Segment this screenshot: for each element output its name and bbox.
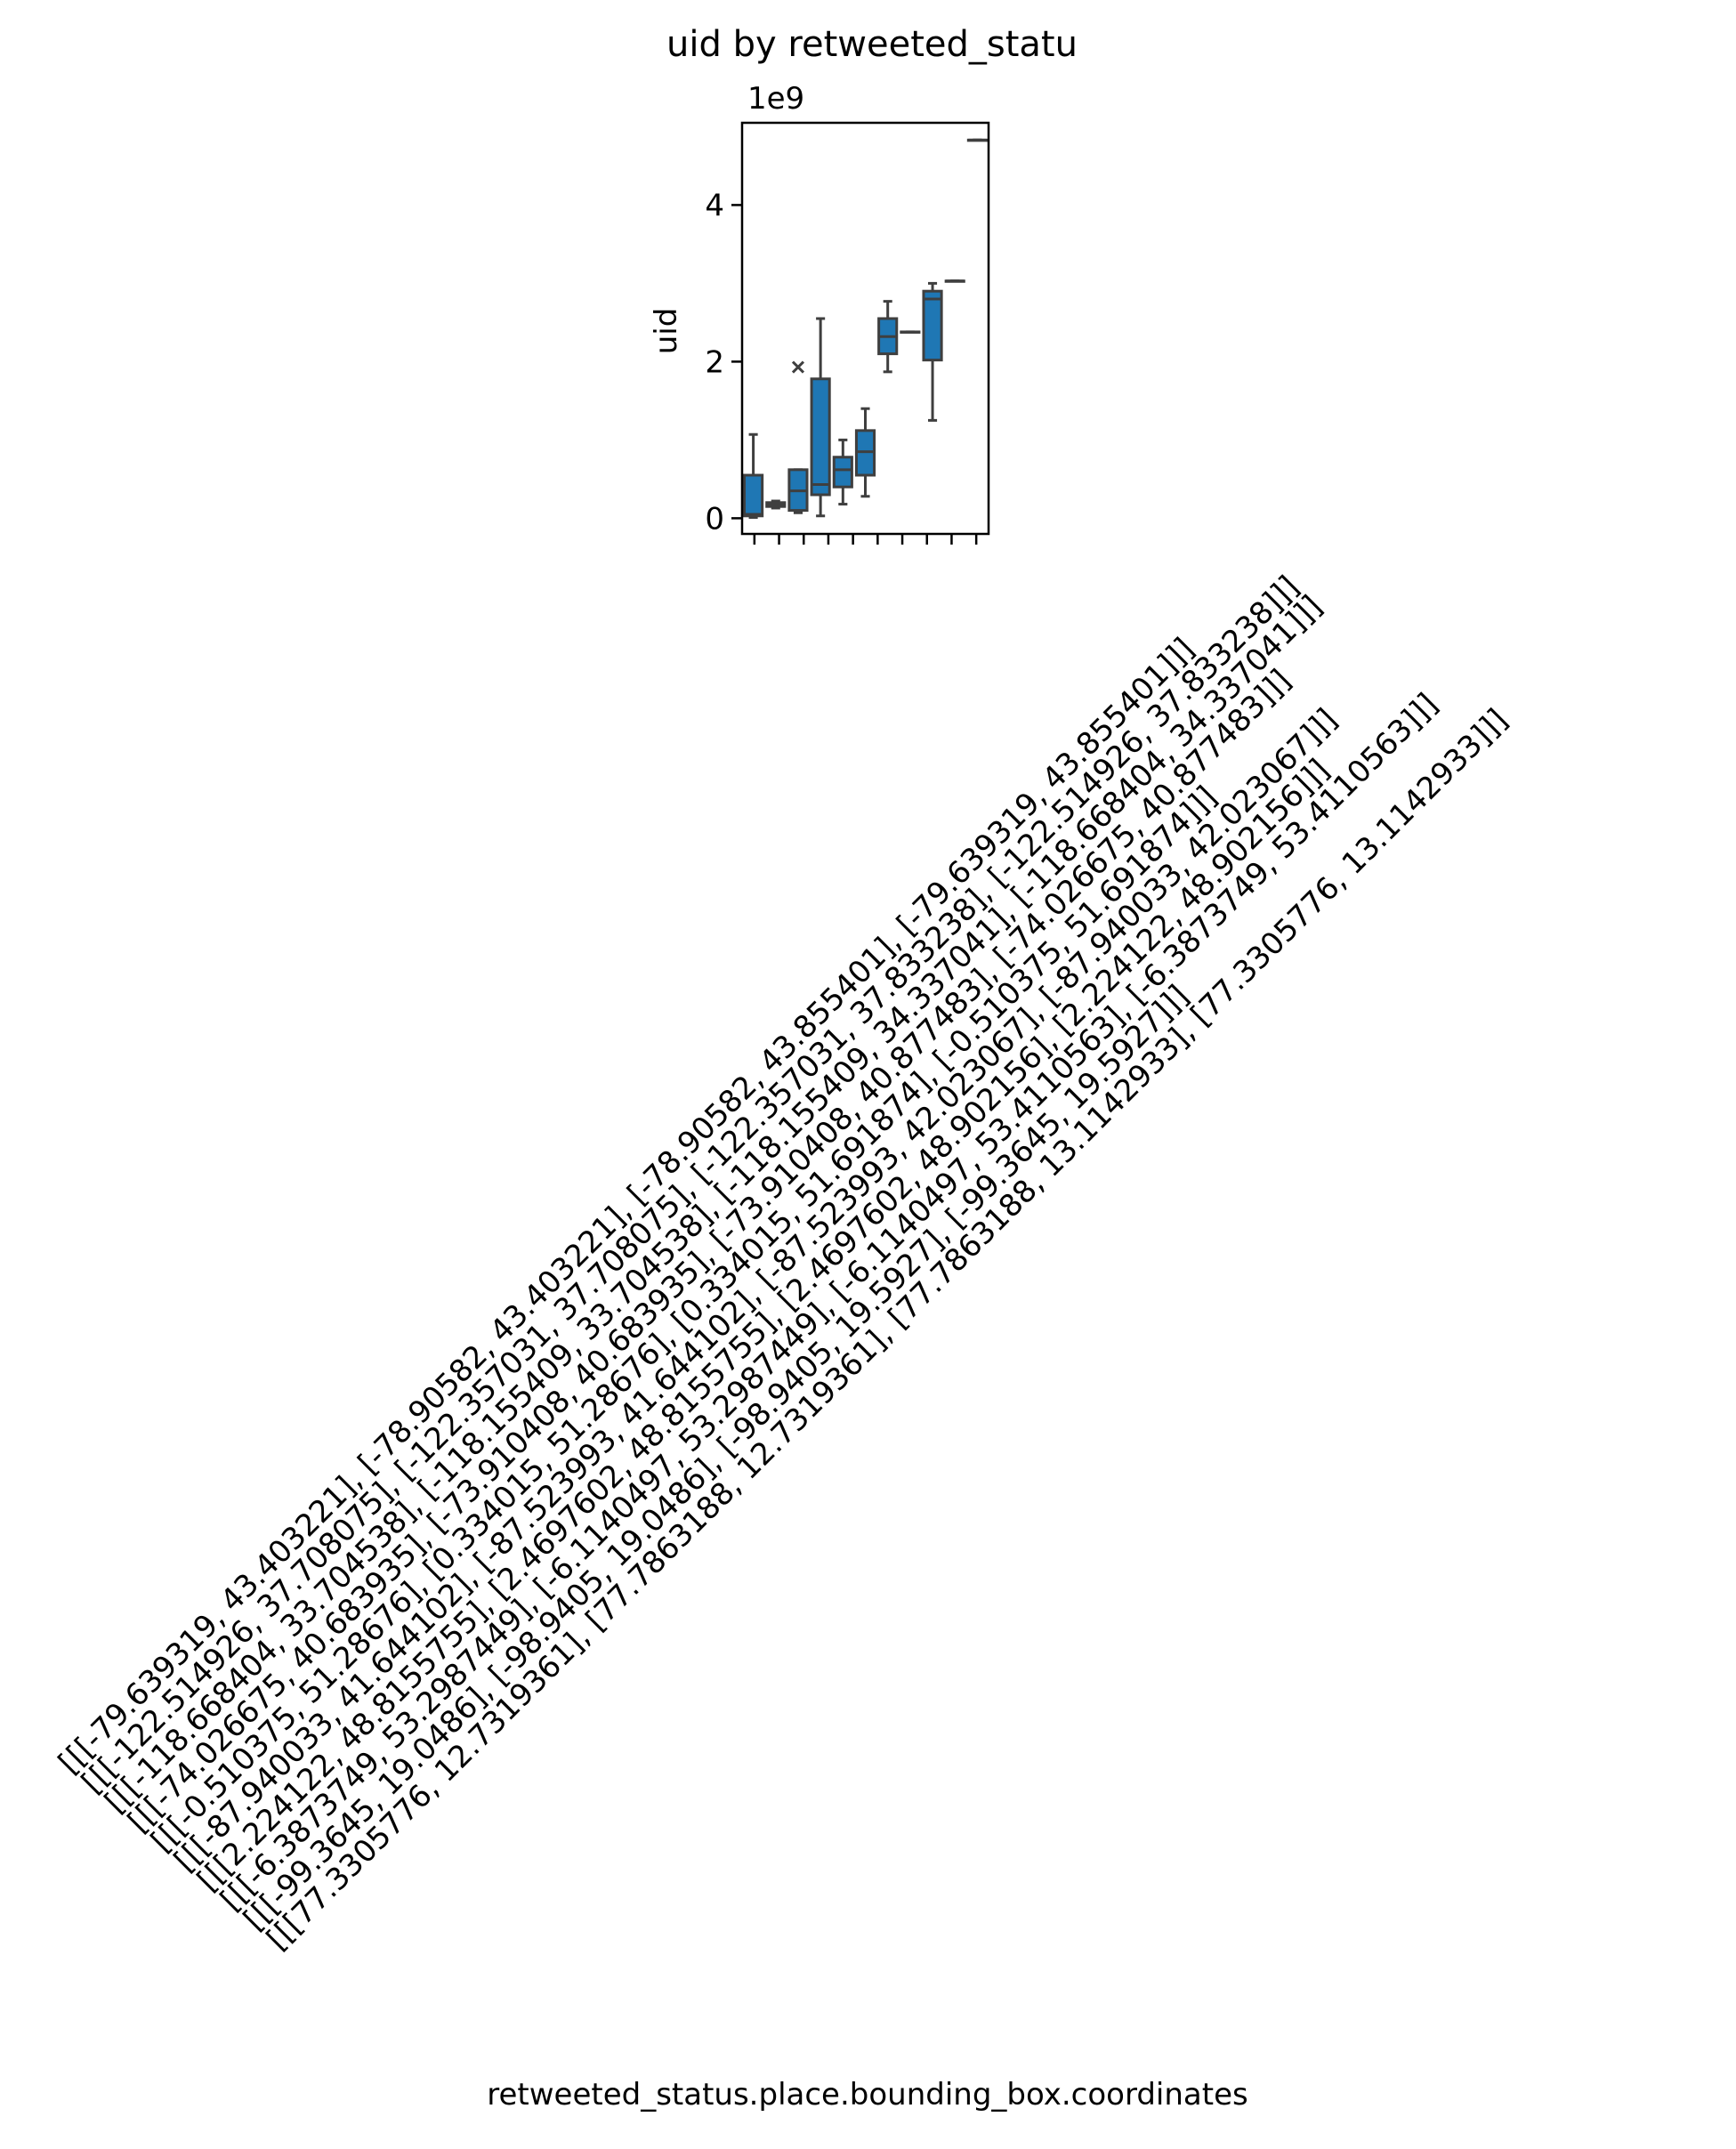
y-axis-label: uid [649, 308, 684, 355]
box [832, 456, 853, 489]
x-axis-label: retweeted_status.place.bounding_box.coor… [487, 2077, 1247, 2113]
chart-title: uid by retweeted_statu [666, 24, 1078, 65]
x-tick-label: [[[-118.668404, 33.704538], [-118.155409… [98, 589, 1329, 1821]
x-tick-label: [[[77.3305776, 12.7319361], [77.7863188,… [260, 702, 1514, 1957]
y-tick-label: 0 [705, 501, 724, 537]
y-tick-label: 2 [705, 344, 724, 380]
x-tick-label: [[[2.224122, 48.8155755], [2.4697602, 48… [190, 752, 1336, 1898]
x-tick-label: [[[-74.026675, 40.683935], [-73.910408, … [121, 663, 1298, 1840]
x-tick-label: [[[-87.940033, 41.644102], [-87.523993, … [167, 702, 1344, 1879]
plot-area: 024[[[-79.639319, 43.403221], [-78.90582… [52, 121, 1514, 1957]
y-offset-label: 1e9 [747, 81, 804, 117]
outlier-marker [791, 360, 805, 374]
plot-frame [740, 121, 990, 536]
box [810, 377, 831, 497]
x-tick-label: [[[-122.514926, 37.708075], [-122.357031… [75, 570, 1306, 1801]
box [743, 473, 764, 518]
x-tick-label: [[[-0.510375, 51.28676], [0.334015, 51.2… [144, 780, 1223, 1859]
x-tick-label: [[[-6.3873749, 53.2987449], [-6.1140497,… [214, 687, 1445, 1919]
box [922, 289, 943, 362]
y-tick-label: 4 [705, 188, 724, 223]
